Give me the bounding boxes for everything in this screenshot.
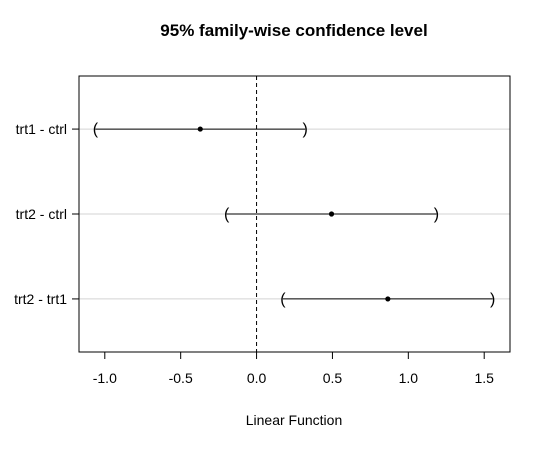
x-tick-label: -1.0	[93, 370, 117, 386]
estimate-point	[385, 296, 391, 302]
y-category-label: trt1 - ctrl	[16, 121, 67, 137]
intervals-group: () () ()	[93, 121, 496, 308]
interval-upper-bracket: )	[434, 206, 439, 223]
y-axis: trt1 - ctrl trt2 - ctrl trt2 - trt1	[14, 121, 80, 307]
y-category-label: trt2 - trt1	[14, 291, 67, 307]
interval-lower-bracket: (	[224, 206, 230, 223]
interval-upper-bracket: )	[490, 291, 495, 308]
interval-lower-bracket: (	[93, 121, 99, 138]
x-tick-label: -0.5	[169, 370, 193, 386]
x-axis: -1.0 -0.5 0.0 0.5 1.0 1.5	[93, 351, 494, 386]
estimate-point	[328, 211, 335, 217]
interval-upper-bracket: )	[302, 121, 307, 138]
x-tick-label: 0.5	[323, 370, 343, 386]
interval-lower-bracket: (	[280, 291, 286, 308]
y-category-label: trt2 - ctrl	[16, 206, 67, 222]
x-axis-label: Linear Function	[246, 412, 343, 428]
estimate-point	[197, 126, 203, 132]
chart-title: 95% family-wise confidence level	[160, 21, 427, 40]
x-tick-label: 1.0	[399, 370, 419, 386]
x-tick-label: 1.5	[474, 370, 494, 386]
x-tick-label: 0.0	[247, 370, 267, 386]
